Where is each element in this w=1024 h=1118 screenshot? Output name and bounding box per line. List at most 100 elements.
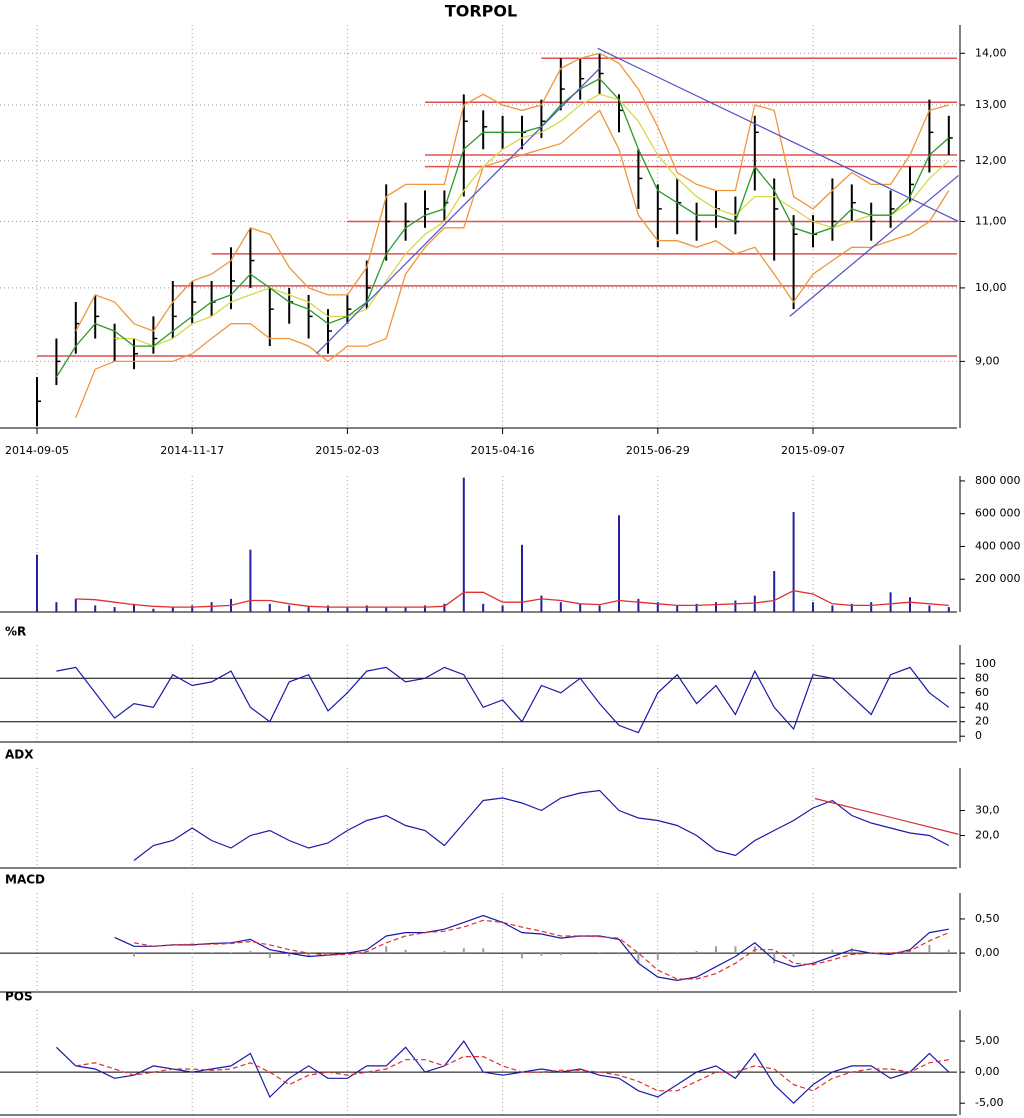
histogram-bar <box>656 953 659 960</box>
y-tick-label: 11,00 <box>975 214 1007 227</box>
indicator-line <box>133 789 950 861</box>
volume-bar <box>424 605 426 612</box>
volume-bar <box>947 607 950 612</box>
y-tick-label: 12,00 <box>975 154 1007 167</box>
histogram-bar <box>676 953 679 955</box>
volume-bar <box>870 602 873 612</box>
volume-bar <box>695 603 698 612</box>
volume-bar <box>191 605 194 612</box>
volume-bar <box>152 608 155 612</box>
histogram-bar <box>346 951 349 954</box>
histogram-bar <box>540 953 543 956</box>
histogram-bar <box>249 951 252 954</box>
volume-bar <box>443 603 446 612</box>
trend-line <box>315 67 601 355</box>
y-tick-label: 30,0 <box>975 804 1000 817</box>
x-tick-label: 2015-02-03 <box>315 444 379 457</box>
histogram-bar <box>734 946 737 954</box>
y-tick-label: 100 <box>975 657 996 670</box>
y-tick-label: 14,00 <box>975 46 1007 59</box>
x-tick-label: 2015-06-29 <box>626 444 690 457</box>
volume-bar <box>773 571 776 612</box>
histogram-bar <box>191 953 194 954</box>
histogram-bar <box>909 951 911 954</box>
histogram-bar <box>482 948 485 954</box>
volume-bar <box>365 605 368 612</box>
panel-title: MACD <box>5 873 45 887</box>
histogram-bar <box>462 948 465 954</box>
histogram-bar <box>230 952 232 954</box>
overlay-line <box>114 93 950 347</box>
volume-bar <box>637 598 640 612</box>
chart-title: TORPOL <box>445 2 517 21</box>
overlay-line <box>75 52 949 332</box>
volume-bar <box>74 598 77 612</box>
histogram-bar <box>521 953 523 959</box>
y-tick-label: 0 <box>975 729 982 742</box>
volume-bar <box>307 607 310 612</box>
histogram-bar <box>598 952 601 954</box>
histogram-bar <box>637 953 640 964</box>
histogram-bar <box>385 946 388 954</box>
volume-bar <box>676 605 679 612</box>
histogram-bar <box>268 953 271 958</box>
volume-bar <box>210 602 213 612</box>
histogram-bar <box>288 953 291 957</box>
x-tick-label: 2014-09-05 <box>5 444 69 457</box>
volume-bar <box>268 603 271 612</box>
y-tick-label: 10,00 <box>975 281 1007 294</box>
y-tick-label: 600 000 <box>975 507 1021 520</box>
volume-bar <box>288 605 291 612</box>
volume-bar <box>249 549 252 612</box>
overlay-line <box>75 590 949 608</box>
volume-bar <box>715 602 717 612</box>
panel-title: POS <box>5 990 33 1004</box>
trend-line <box>789 175 959 317</box>
histogram-bar <box>307 953 310 957</box>
volume-bar <box>540 595 543 612</box>
y-tick-label: 13,00 <box>975 98 1007 111</box>
panel-title: ADX <box>5 748 34 762</box>
volume-bar <box>909 597 911 612</box>
histogram-bar <box>404 949 407 954</box>
histogram-bar <box>831 949 834 954</box>
volume-bar <box>928 605 931 612</box>
volume-bar <box>656 602 659 612</box>
volume-bar <box>579 603 582 612</box>
y-tick-label: -5,00 <box>975 1096 1003 1109</box>
volume-bar <box>618 515 620 612</box>
overlay-line <box>75 109 950 419</box>
volume-bar <box>36 554 38 612</box>
volume-bar <box>850 603 853 612</box>
volume-bar <box>812 602 814 612</box>
y-tick-label: 60 <box>975 686 989 699</box>
y-tick-label: 40 <box>975 700 989 713</box>
y-tick-label: 0,00 <box>975 1065 1000 1078</box>
volume-bar <box>501 605 504 612</box>
volume-bar <box>55 602 58 612</box>
y-tick-label: 200 000 <box>975 572 1021 585</box>
y-tick-label: 20 <box>975 715 989 728</box>
volume-bar <box>346 607 349 612</box>
histogram-bar <box>715 946 717 954</box>
volume-bar <box>94 605 97 612</box>
histogram-bar <box>695 951 698 954</box>
histogram-bar <box>618 953 620 955</box>
x-tick-label: 2015-04-16 <box>471 444 535 457</box>
trend-line <box>597 47 959 223</box>
indicator-line <box>133 919 950 980</box>
y-tick-label: 400 000 <box>975 539 1021 552</box>
histogram-bar <box>889 953 892 955</box>
histogram-bar <box>928 944 931 954</box>
indicator-line <box>56 666 950 734</box>
volume-bar <box>521 544 523 612</box>
trend-line <box>814 797 959 835</box>
y-tick-label: 80 <box>975 671 989 684</box>
y-tick-label: 9,00 <box>975 354 1000 367</box>
volume-bar <box>559 602 562 612</box>
volume-bar <box>734 600 737 612</box>
volume-bar <box>482 603 485 612</box>
volume-bar <box>327 605 329 612</box>
x-tick-label: 2014-11-17 <box>160 444 224 457</box>
